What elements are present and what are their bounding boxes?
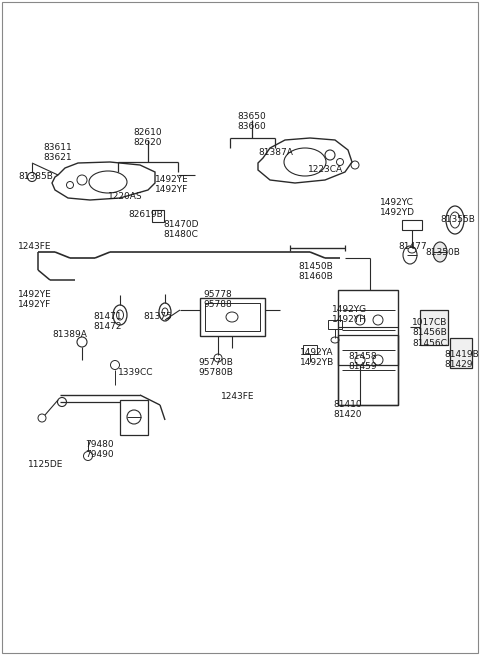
Text: 82619B: 82619B: [128, 210, 163, 219]
Bar: [450, 338, 472, 368]
Bar: [420, 310, 448, 345]
Bar: [205, 303, 260, 331]
Text: 81450B
81460B: 81450B 81460B: [298, 262, 333, 282]
Text: 82610
82620: 82610 82620: [134, 128, 162, 147]
Text: 1492YA
1492YB: 1492YA 1492YB: [300, 348, 334, 367]
Text: 95778
95788: 95778 95788: [204, 290, 232, 309]
Bar: [303, 345, 317, 354]
Text: 81410
81420: 81410 81420: [334, 400, 362, 419]
Text: 1220AS: 1220AS: [108, 192, 143, 201]
Bar: [200, 298, 265, 336]
Ellipse shape: [433, 242, 447, 262]
Text: 81355B: 81355B: [440, 215, 475, 224]
Text: 1223CA: 1223CA: [308, 165, 343, 174]
Bar: [328, 320, 342, 329]
Text: 81385B: 81385B: [18, 172, 53, 181]
Text: 81470D
81480C: 81470D 81480C: [163, 220, 199, 239]
Text: 81389A: 81389A: [52, 330, 87, 339]
Text: 1017CB
81456B
81456C: 1017CB 81456B 81456C: [412, 318, 447, 348]
Text: 1492YG
1492YH: 1492YG 1492YH: [332, 305, 367, 324]
Text: 1492YE
1492YF: 1492YE 1492YF: [18, 290, 52, 309]
Text: 1125DE: 1125DE: [28, 460, 63, 469]
Text: 1492YC
1492YD: 1492YC 1492YD: [380, 198, 415, 217]
Text: 81471
81472: 81471 81472: [94, 312, 122, 331]
Text: 81458
81459: 81458 81459: [348, 352, 377, 371]
Text: 1492YE
1492YF: 1492YE 1492YF: [155, 175, 189, 195]
Bar: [402, 220, 422, 230]
Text: 95770B
95780B: 95770B 95780B: [198, 358, 233, 377]
Text: 1339CC: 1339CC: [118, 368, 154, 377]
Text: 81477: 81477: [398, 242, 427, 251]
Text: 79480
79490: 79480 79490: [86, 440, 114, 459]
Text: 81350B: 81350B: [425, 248, 460, 257]
Bar: [338, 335, 398, 365]
Text: 81387A: 81387A: [258, 148, 293, 157]
Text: 81419B
81429: 81419B 81429: [444, 350, 479, 369]
Bar: [338, 290, 398, 405]
Bar: [120, 400, 148, 435]
Text: 1243FE: 1243FE: [18, 242, 51, 251]
Text: 81375: 81375: [144, 312, 172, 321]
Text: 83611
83621: 83611 83621: [44, 143, 72, 162]
Text: 1243FE: 1243FE: [221, 392, 255, 401]
Bar: [152, 210, 164, 222]
Text: 83650
83660: 83650 83660: [238, 112, 266, 132]
